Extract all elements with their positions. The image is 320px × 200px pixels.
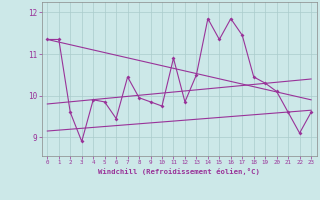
X-axis label: Windchill (Refroidissement éolien,°C): Windchill (Refroidissement éolien,°C): [98, 168, 260, 175]
